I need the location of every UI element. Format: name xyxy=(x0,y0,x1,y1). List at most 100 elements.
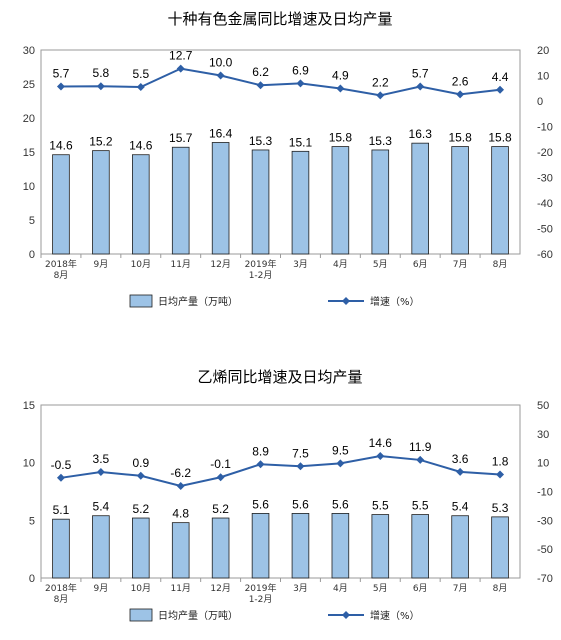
line-point xyxy=(296,462,305,471)
right-axis-tick-label: 10 xyxy=(537,71,549,83)
bar xyxy=(371,149,390,255)
bar-data-label: 15.8 xyxy=(448,131,472,145)
line-data-label: 3.6 xyxy=(452,452,469,466)
line-point xyxy=(456,467,465,476)
line-data-label: 5.7 xyxy=(53,66,70,80)
right-axis-tick-label: -20 xyxy=(537,147,553,159)
plot-area-frame xyxy=(40,49,521,255)
x-axis-category-label: 8月 xyxy=(54,270,69,281)
growth-rate-line xyxy=(60,455,501,488)
line-data-label: -0.1 xyxy=(210,457,231,471)
line-data-label: 14.6 xyxy=(369,436,393,450)
line-data-label: 6.9 xyxy=(292,63,309,77)
legend-bar-label: 日均产量（万吨） xyxy=(158,609,238,622)
bar-data-label: 15.8 xyxy=(329,131,353,145)
bar xyxy=(451,146,469,255)
line-point xyxy=(136,82,145,91)
x-axis-category-label: 11月 xyxy=(170,583,190,594)
bar xyxy=(211,517,230,579)
right-axis-tick-label: -50 xyxy=(537,224,553,236)
bar xyxy=(171,146,190,255)
bar-data-label: 4.8 xyxy=(172,507,189,521)
x-axis-category-label: 6月 xyxy=(413,259,428,270)
x-axis-category-label: 1-2月 xyxy=(249,270,273,281)
legend-line-marker xyxy=(342,297,350,305)
right-axis-tick-label: 0 xyxy=(537,96,543,108)
x-axis-category-label: 6月 xyxy=(413,583,428,594)
chart-title: 十种有色金属同比增速及日均产量 xyxy=(167,10,392,28)
bar-data-label: 5.6 xyxy=(292,497,309,511)
left-axis-tick-label: 10 xyxy=(23,181,35,193)
x-axis-category-label: 2018年 xyxy=(45,582,77,594)
bar-data-label: 5.5 xyxy=(372,499,389,513)
bar-data-label: 5.2 xyxy=(212,502,229,516)
bar xyxy=(291,513,310,579)
line-point xyxy=(96,82,105,91)
bar xyxy=(92,515,110,579)
bar xyxy=(451,515,469,579)
left-axis-tick-label: 0 xyxy=(29,249,35,261)
bar-data-label: 5.1 xyxy=(53,503,70,517)
line-data-label: 2.6 xyxy=(452,74,469,88)
bar xyxy=(491,516,509,579)
bar-data-label: 16.4 xyxy=(209,126,233,140)
bar-data-label: 5.3 xyxy=(492,501,509,515)
x-axis-category-label: 8月 xyxy=(493,583,508,594)
line-data-label: 4.9 xyxy=(332,69,349,83)
bar-data-label: 5.4 xyxy=(93,500,110,514)
bar-data-label: 5.5 xyxy=(412,499,429,513)
bar-data-label: 14.6 xyxy=(49,139,73,153)
bar xyxy=(411,142,429,255)
right-axis-tick-label: -10 xyxy=(537,487,553,499)
x-axis-category-label: 11月 xyxy=(170,259,190,270)
left-axis-tick-label: 15 xyxy=(23,400,35,412)
bar-data-label: 15.3 xyxy=(249,134,273,148)
x-axis-category-label: 5月 xyxy=(373,259,388,270)
legend-bar-label: 日均产量（万吨） xyxy=(158,295,238,308)
bar-data-label: 15.1 xyxy=(289,135,313,149)
bar-data-label: 5.4 xyxy=(452,500,469,514)
bar xyxy=(52,518,70,579)
left-axis-tick-label: 5 xyxy=(29,515,35,527)
bar-data-label: 15.7 xyxy=(169,131,193,145)
bar xyxy=(132,517,150,579)
bar xyxy=(132,154,150,255)
bar xyxy=(331,513,350,579)
legend-line-label: 增速（%） xyxy=(370,295,420,308)
legend-line-label: 增速（%） xyxy=(370,609,420,622)
line-data-label: 5.8 xyxy=(93,66,110,80)
x-axis-category-label: 8月 xyxy=(493,259,508,270)
x-axis-category-label: 3月 xyxy=(293,259,308,270)
line-point xyxy=(336,459,345,468)
line-data-label: 12.7 xyxy=(169,49,193,63)
line-data-label: 6.2 xyxy=(252,65,269,79)
legend-line-marker xyxy=(342,611,350,619)
line-point xyxy=(296,79,305,88)
left-axis-tick-label: 30 xyxy=(23,45,35,57)
line-data-label: 10.0 xyxy=(209,56,233,70)
right-axis-tick-label: -30 xyxy=(537,515,553,527)
x-axis-category-label: 1-2月 xyxy=(249,594,273,605)
x-axis-category-label: 7月 xyxy=(453,583,468,594)
chart-title: 乙烯同比增速及日均产量 xyxy=(197,368,362,386)
bar xyxy=(171,522,190,579)
line-point xyxy=(376,91,385,100)
bar xyxy=(251,149,270,255)
line-point xyxy=(336,84,345,93)
line-point xyxy=(416,455,425,464)
line-point xyxy=(496,85,505,94)
right-axis-tick-label: -10 xyxy=(537,122,553,134)
line-point xyxy=(56,82,65,91)
x-axis-category-label: 4月 xyxy=(333,259,348,270)
bar xyxy=(371,514,390,579)
right-axis-tick-label: -30 xyxy=(537,173,553,185)
bar xyxy=(491,146,509,255)
line-point xyxy=(376,452,385,461)
chart-2: 乙烯同比增速及日均产量 0 5 10 15 -70 -50 -30 -10 10 30 50 2018年… xyxy=(23,368,553,622)
x-axis-category-label: 2018年 xyxy=(45,258,77,270)
line-data-label: 9.5 xyxy=(332,443,349,457)
x-axis-category-label: 9月 xyxy=(94,259,109,270)
line-data-label: 4.4 xyxy=(492,70,509,84)
line-data-label: 3.5 xyxy=(93,452,110,466)
x-axis-category-label: 4月 xyxy=(333,583,348,594)
